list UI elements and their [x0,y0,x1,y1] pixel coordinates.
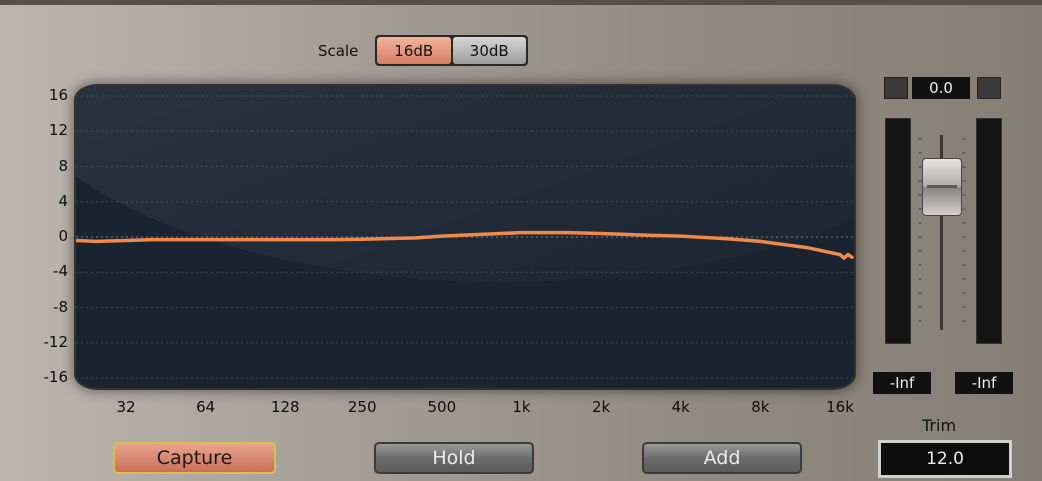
x-tick-label: 4k [671,398,690,416]
peak-readout-left: -Inf [873,372,931,394]
x-tick-label: 64 [196,398,216,416]
y-tick-label: -16 [43,368,69,386]
gain-slider-track[interactable] [940,135,943,330]
y-tick-label: 16 [48,86,68,104]
y-tick-label: 12 [48,121,68,140]
y-tick-label: 4 [58,191,68,210]
gain-slider-thumb[interactable] [922,158,962,216]
y-tick-label: -4 [53,262,68,281]
hold-button[interactable]: Hold [374,442,534,474]
response-curve[interactable] [76,230,854,260]
x-tick-label: 500 [427,398,457,416]
clip-indicator-right [977,77,1001,99]
x-tick-label: 16k [826,398,854,416]
x-tick-label: 1k [512,398,531,416]
scale-16db-button[interactable]: 16dB [377,37,451,64]
x-tick-label: 32 [116,398,136,416]
x-tick-label: 8k [751,398,770,416]
x-tick-label: 250 [347,398,377,416]
x-tick-label: 2k [591,398,611,416]
capture-button[interactable]: Capture [113,442,276,474]
trim-label: Trim [922,416,957,435]
slider-ticks-left [918,138,922,328]
y-tick-label: -8 [53,297,68,316]
level-meter-left [885,118,911,344]
y-tick-label: -12 [43,332,69,351]
top-edge [0,0,1042,5]
clip-indicator-left [884,77,908,99]
peak-readout-right: -Inf [955,372,1013,394]
scale-label: Scale [318,42,359,60]
scale-toggle[interactable]: 16dB 30dB [375,35,528,66]
x-tick-label: 128 [270,398,300,416]
slider-ticks-right [962,138,966,328]
trim-input[interactable]: 12.0 [878,440,1012,478]
scale-30db-button[interactable]: 30dB [452,37,526,64]
y-tick-label: 8 [58,156,68,175]
eq-graph[interactable] [76,86,854,388]
gain-readout: 0.0 [912,77,970,99]
level-meter-right [976,118,1002,344]
eq-graph-canvas [76,95,854,379]
add-button[interactable]: Add [642,442,802,474]
y-tick-label: 0 [58,227,68,245]
